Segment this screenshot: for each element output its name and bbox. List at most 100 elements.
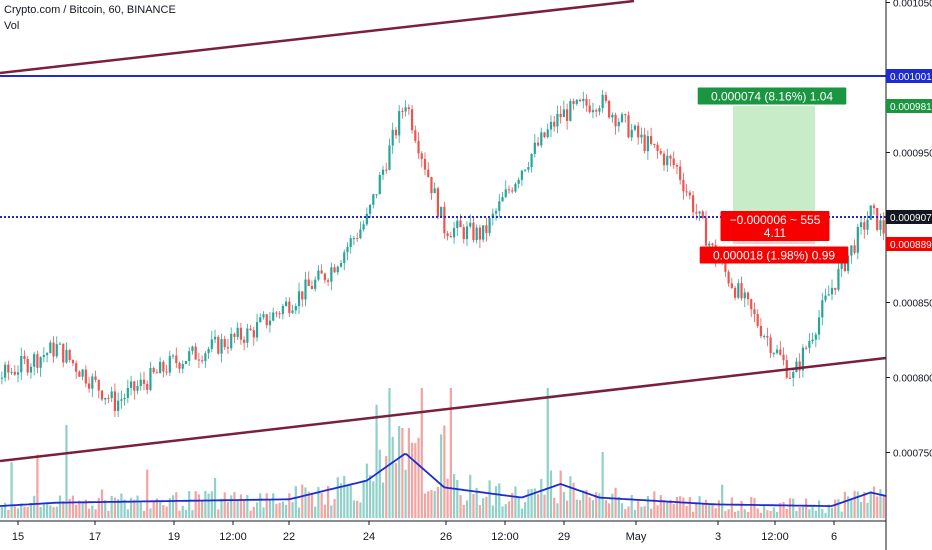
candle-body [869,205,872,220]
candle-body [549,121,553,130]
candle-body [482,225,485,240]
candle-body [375,194,378,196]
volume-bar [472,494,475,518]
candle-body [478,227,482,240]
volume-bar [188,490,191,518]
candle-body [52,342,55,357]
candle-body [830,287,834,295]
volume-bar [268,500,272,518]
volume-bar [65,424,68,518]
candle-body [113,391,117,411]
candle-body [297,291,301,307]
candle-body [372,194,375,205]
volume-bar [123,499,126,518]
volume-bar [688,497,691,518]
volume-bar [569,476,572,518]
candle-body [123,397,126,400]
candle-body [20,355,23,373]
volume-bar [575,499,578,518]
candle-body [391,129,394,146]
volume-bar [501,506,504,518]
candle-body [107,397,110,399]
volume-bar [133,499,136,518]
volume-bar [695,502,698,518]
candle-body [268,320,272,326]
volume-bar [194,491,197,518]
volume-bar [637,500,640,518]
x-tick-label: 29 [558,531,570,543]
candle-body [398,111,401,136]
candle-body [210,339,213,349]
volume-bar [356,500,359,518]
volume-bar [423,493,427,518]
volume-bar [362,480,365,518]
candle-body [759,325,763,337]
time-axis-bg [0,521,886,550]
volume-bar [62,501,65,518]
candle-body [42,355,45,358]
candle-body [407,107,410,110]
volume-bar [485,496,488,518]
candle-body [691,195,695,213]
candle-body [798,361,801,371]
candle-body [29,366,33,373]
y-tick-label: 0.000950 [893,149,932,160]
symbol-title[interactable]: Crypto.com / Bitcoin, 60, BINANCE [4,4,176,16]
candle-body [604,94,607,101]
candle-body [446,233,449,237]
volume-bar [585,489,588,518]
candle-body [485,225,488,234]
volume-bar [753,497,756,518]
volume-bar [633,509,637,518]
candle-body [317,270,320,280]
candle-body [817,317,821,335]
volume-bar [785,508,788,518]
candle-body [465,226,469,240]
volume-bar [427,491,430,518]
candle-body [100,390,104,400]
volume-bar [29,503,33,518]
candle-body [624,114,627,116]
volume-bar [301,484,304,518]
volume-bar [847,496,850,518]
candle-body [769,337,772,354]
candle-body [452,228,456,238]
volume-bar [730,497,733,518]
volume-bar [404,469,407,518]
candle-body [556,113,559,127]
volume-bar [491,505,494,518]
candle-body [346,246,349,253]
candle-body [285,301,288,306]
volume-bar [630,495,633,518]
volume-bar [333,498,336,518]
volume-bar [16,508,20,518]
candle-body [226,347,230,349]
volume-bar [853,490,856,518]
volume-bar [440,434,443,518]
volume-bar [805,498,808,518]
candle-body [97,379,100,391]
volume-bar [23,506,26,518]
candle-body [55,344,58,357]
candle-body [378,174,381,195]
candle-body [288,301,291,313]
volume-label[interactable]: Vol [4,20,20,32]
volume-bar [488,480,491,518]
candle-body [595,110,598,112]
volume-bar [685,505,688,518]
position-label-text: 0.000018 (1.98%) 0.99 [713,249,835,263]
candle-body [194,346,197,360]
volume-bar [226,502,230,518]
volume-bar [236,499,239,518]
volume-bar [546,388,549,518]
candle-body [630,129,633,138]
volume-bar [217,509,220,518]
volume-bar [863,491,866,518]
candle-body [598,108,601,112]
candle-body [294,306,297,311]
volume-bar [7,509,10,518]
volume-bar [876,496,879,518]
candle-body [872,205,876,209]
